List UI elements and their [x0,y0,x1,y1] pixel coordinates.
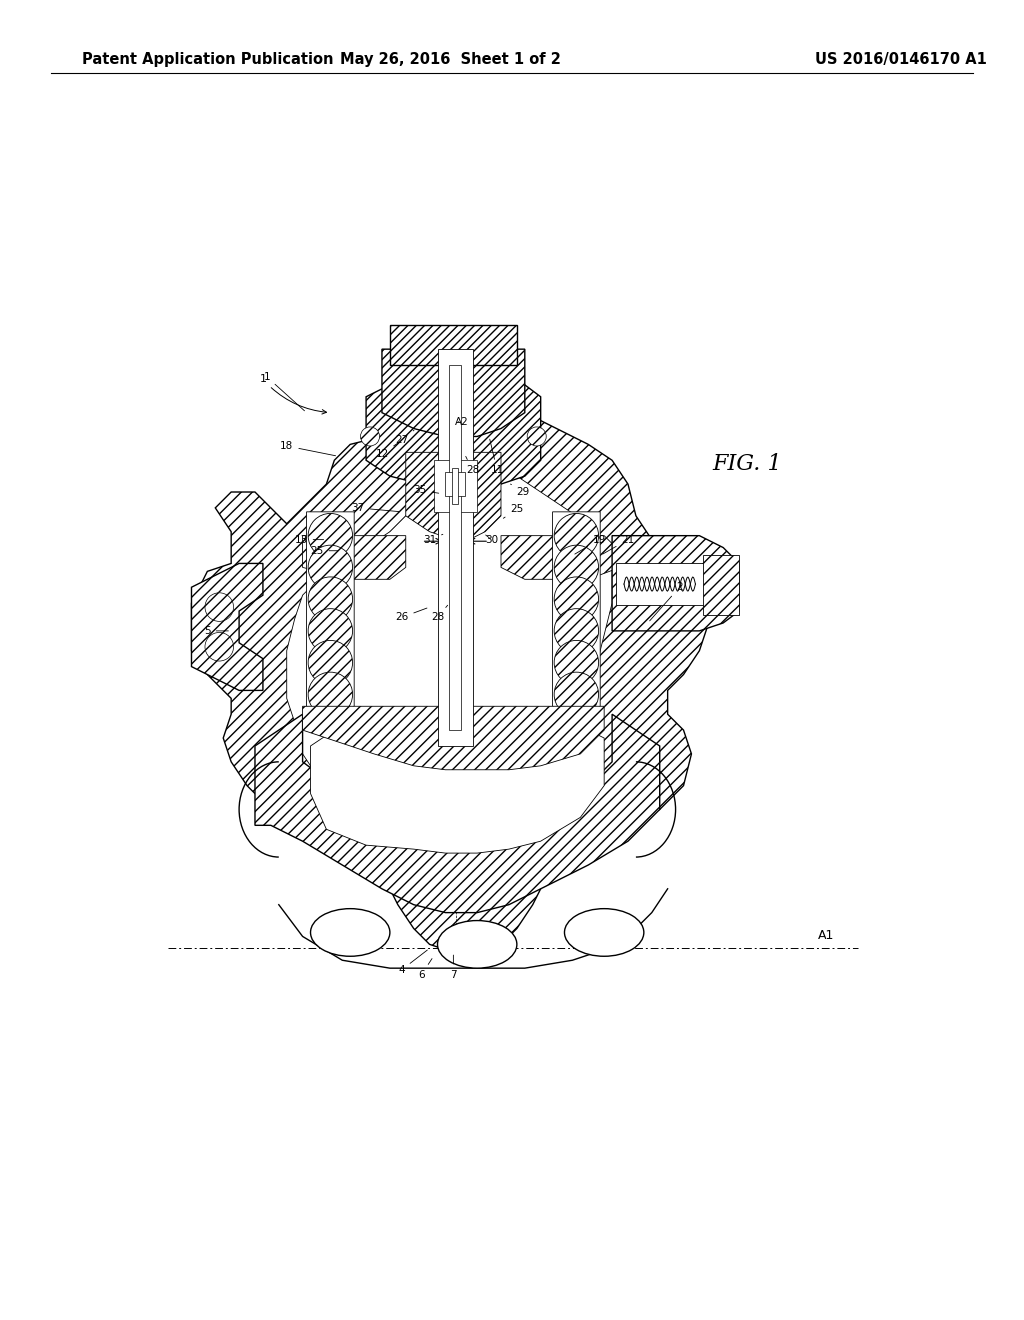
Polygon shape [303,536,406,579]
Text: A1: A1 [818,929,835,942]
Polygon shape [191,381,708,952]
Text: 37: 37 [351,503,399,513]
Text: 19: 19 [574,535,606,554]
Text: Patent Application Publication: Patent Application Publication [82,51,334,67]
Ellipse shape [564,908,644,956]
Text: 29: 29 [511,484,529,498]
Text: 25: 25 [504,504,523,519]
Circle shape [205,632,233,661]
Text: 31: 31 [423,535,442,545]
Circle shape [360,426,380,446]
Text: US 2016/0146170 A1: US 2016/0146170 A1 [815,51,987,67]
Bar [433,461,477,512]
Bar [437,350,473,746]
Bar [703,556,739,615]
Circle shape [554,640,599,685]
Polygon shape [612,536,739,631]
Circle shape [554,577,599,622]
Ellipse shape [437,920,517,968]
Polygon shape [191,564,263,690]
Text: 18: 18 [281,441,336,455]
Circle shape [308,640,352,685]
Polygon shape [310,722,604,853]
Text: A2: A2 [455,417,468,428]
Polygon shape [287,453,612,841]
Polygon shape [367,366,541,492]
Text: 26: 26 [395,609,427,623]
Text: 11: 11 [489,440,504,475]
Circle shape [308,513,352,558]
Circle shape [308,577,352,622]
Text: 6: 6 [419,958,432,979]
Text: 7: 7 [451,956,457,979]
Circle shape [554,609,599,653]
Circle shape [308,672,352,717]
Text: 4: 4 [398,950,427,974]
Text: 21: 21 [602,535,635,554]
Text: 13: 13 [294,535,324,545]
Bar [452,469,458,504]
Text: 27: 27 [395,430,414,445]
Circle shape [308,545,352,590]
Polygon shape [303,706,604,770]
Polygon shape [553,512,600,722]
Circle shape [205,593,233,622]
Polygon shape [306,512,354,722]
Bar [390,325,517,366]
Text: 1: 1 [259,375,327,414]
Bar [445,473,465,496]
Text: 25: 25 [310,545,338,556]
Polygon shape [406,453,501,540]
Circle shape [554,545,599,590]
Polygon shape [382,350,524,437]
Text: 12: 12 [376,442,399,459]
Text: 28: 28 [466,457,479,475]
Bar [616,564,708,605]
Bar [450,366,461,730]
Ellipse shape [310,908,390,956]
Text: 2: 2 [649,582,683,620]
Text: 5: 5 [204,626,228,636]
Polygon shape [501,536,620,579]
Text: 35: 35 [414,486,438,495]
Text: 30: 30 [485,535,498,545]
Circle shape [554,672,599,717]
Circle shape [554,513,599,558]
Text: May 26, 2016  Sheet 1 of 2: May 26, 2016 Sheet 1 of 2 [340,51,561,67]
Text: 28: 28 [431,606,447,623]
Text: 1: 1 [263,372,304,411]
Text: FIG. 1: FIG. 1 [713,453,781,475]
Circle shape [527,426,546,446]
Polygon shape [255,714,659,912]
Circle shape [308,609,352,653]
